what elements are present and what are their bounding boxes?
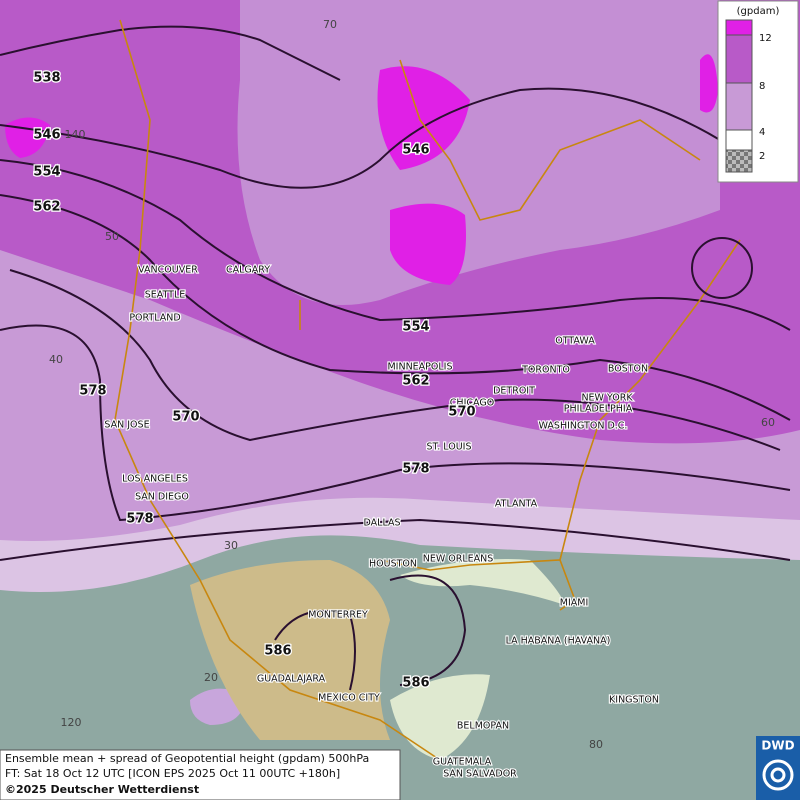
grid-label: 140	[65, 128, 86, 141]
city: DETROIT	[493, 386, 535, 397]
grid-label: 120	[61, 716, 82, 729]
grid-labels: 70 140 50 40 30 20 120 60 80	[49, 18, 775, 751]
legend-level: 8	[759, 81, 765, 92]
contour-label: 546	[402, 143, 429, 158]
logo: DWD	[756, 736, 800, 800]
contour-label: 586	[402, 676, 429, 691]
contour-label: 578	[79, 384, 106, 399]
city: DALLAS	[364, 518, 401, 529]
caption-line: Ensemble mean + spread of Geopotential h…	[5, 752, 369, 765]
grid-label: 50	[105, 230, 119, 243]
city: GUADALAJARA	[257, 674, 326, 685]
city: SAN DIEGO	[135, 492, 189, 503]
city: LOS ANGELES	[122, 474, 188, 485]
city: KINGSTON	[609, 695, 659, 706]
grid-label: 60	[761, 416, 775, 429]
grid-label: 20	[204, 671, 218, 684]
grid-label: 40	[49, 353, 63, 366]
city: VANCOUVER	[138, 265, 198, 276]
city: CALGARY	[226, 265, 270, 276]
caption: Ensemble mean + spread of Geopotential h…	[0, 749, 401, 801]
city: ATLANTA	[495, 499, 538, 510]
grid-label: 30	[224, 539, 238, 552]
city: MEXICO CITY	[318, 693, 380, 704]
logo-text: DWD	[761, 739, 794, 753]
city: BELMOPAN	[457, 721, 509, 732]
city: SAN JOSE	[104, 420, 149, 431]
contour-label: 586	[264, 644, 291, 659]
city: MIAMI	[560, 598, 589, 609]
city-labels: VANCOUVER CALGARY SEATTLE PORTLAND SAN J…	[103, 263, 660, 780]
contour-lines	[0, 19, 791, 761]
caption-line: ©2025 Deutscher Wetterdienst	[5, 783, 199, 796]
contour-label: 538	[33, 71, 60, 86]
city: NEW ORLEANS	[423, 554, 494, 565]
caption-line: FT: Sat 18 Oct 12 UTC [ICON EPS 2025 Oct…	[5, 767, 340, 780]
city: ST. LOUIS	[427, 442, 472, 453]
grid-label: 70	[323, 18, 337, 31]
legend-level: 2	[759, 151, 765, 162]
contour-label: 570	[448, 405, 475, 420]
contour-label: 554	[402, 320, 429, 335]
contour-label: 546	[33, 128, 60, 143]
city: SAN SALVADOR	[443, 769, 517, 780]
city: WASHINGTON D.C.	[539, 421, 628, 432]
city: SEATTLE	[145, 290, 186, 301]
city: MINNEAPOLIS	[387, 362, 452, 373]
city: BOSTON	[608, 364, 648, 375]
contour-labels: 538 546 546 554 562 554 562 570 570 578 …	[32, 69, 477, 692]
contour-label: 570	[172, 410, 199, 425]
legend: (gpdam) 12 8 4 2	[717, 0, 799, 183]
city: PHILADELPHIA	[564, 404, 633, 415]
city: MONTERREY	[308, 610, 368, 621]
grid-label: 80	[589, 738, 603, 751]
city: OTTAWA	[555, 336, 595, 347]
city: GUATEMALA	[433, 757, 492, 768]
city: NEW YORK	[581, 393, 633, 404]
contour-label: 562	[402, 374, 429, 389]
legend-level: 12	[759, 33, 772, 44]
contour-label: 562	[33, 200, 60, 215]
contour-label: 578	[126, 512, 153, 527]
city: TORONTO	[521, 365, 570, 376]
legend-level: 4	[759, 127, 765, 138]
legend-title: (gpdam)	[737, 6, 780, 17]
contour-label: 578	[402, 462, 429, 477]
city: HOUSTON	[369, 559, 417, 570]
contour-label: 554	[33, 165, 60, 180]
city: CHICAGO	[450, 398, 494, 409]
city: PORTLAND	[129, 313, 180, 324]
city: LA HABANA (HAVANA)	[506, 636, 611, 647]
